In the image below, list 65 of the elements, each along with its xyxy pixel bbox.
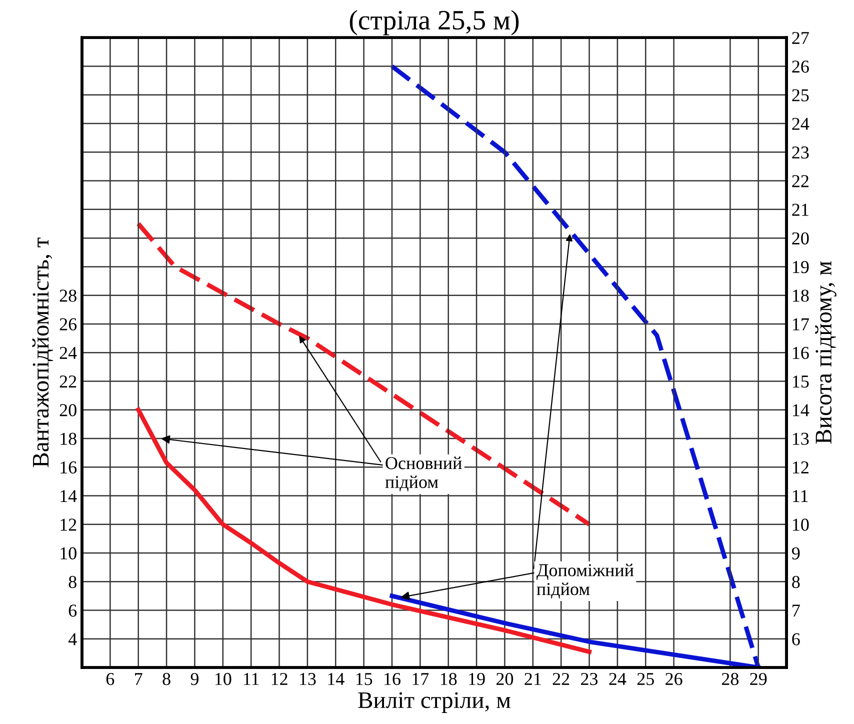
y-tick-label: 20 — [60, 404, 76, 416]
y2-tick-label: 20 — [792, 232, 809, 245]
x-tick-label: 28 — [722, 672, 739, 686]
y2-tick-label: 6 — [792, 633, 800, 646]
x-tick-label: 25 — [637, 672, 654, 686]
x-tick-label: 12 — [272, 672, 288, 685]
y2-tick-label: 27 — [792, 32, 809, 44]
y2-tick-label: 15 — [792, 376, 809, 388]
x-tick-label: 11 — [244, 673, 259, 685]
y2-tick-label: 22 — [792, 175, 808, 188]
y-tick-label: 6 — [68, 604, 77, 617]
line-series — [136, 222, 592, 527]
x-tick-label: 7 — [135, 673, 142, 685]
x-tick-label: 20 — [496, 672, 514, 686]
annotation: Допоміжний підйом — [536, 564, 634, 598]
y-tick-label: 26 — [60, 318, 77, 330]
x-tick-label: 29 — [750, 672, 767, 686]
y2-tick-label: 24 — [792, 118, 810, 130]
x-tick-label: 16 — [384, 672, 400, 686]
x-tick-label: 19 — [469, 672, 485, 686]
x-tick-label: 15 — [356, 673, 372, 686]
y2-tick-label: 19 — [792, 261, 809, 274]
y-tick-label: 22 — [60, 376, 76, 388]
y-tick-label: 24 — [60, 346, 77, 359]
y2-tick-label: 8 — [792, 576, 800, 588]
x-axis-title: Виліт стріли, м — [358, 692, 510, 713]
x-tick-label: 17 — [412, 673, 429, 685]
y-tick-label: 18 — [60, 432, 76, 445]
y2-tick-label: 10 — [792, 518, 809, 531]
y2-tick-label: 7 — [792, 604, 800, 617]
x-tick-label: 21 — [524, 672, 541, 685]
y-tick-label: 14 — [60, 490, 77, 502]
y-tick-label: 10 — [60, 547, 76, 560]
x-tick-label: 23 — [581, 672, 598, 686]
y2-tick-label: 9 — [792, 547, 800, 560]
x-tick-label: 6 — [106, 672, 114, 686]
x-tick-label: 24 — [609, 672, 626, 685]
y2-tick-label: 25 — [792, 89, 809, 102]
chart-title: (стріла 25,5 м) — [350, 10, 519, 36]
y2-tick-label: 18 — [792, 290, 809, 302]
y-axis-title: Вантажопідйомність, т — [32, 238, 54, 468]
y-tick-label: 16 — [60, 461, 77, 474]
y2-tick-label: 13 — [792, 432, 809, 445]
y2-tick-label: 14 — [792, 404, 810, 416]
y2-tick-label: 12 — [792, 461, 808, 474]
y2-tick-label: 11 — [792, 490, 808, 502]
y2-tick-label: 21 — [792, 204, 808, 216]
annotation: Основний підйом — [385, 456, 462, 492]
y2-tick-label: 23 — [792, 146, 809, 159]
x-tick-label: 14 — [328, 673, 344, 685]
x-tick-label: 9 — [190, 672, 198, 686]
x-tick-label: 13 — [300, 672, 316, 686]
x-tick-label: 18 — [440, 672, 457, 686]
y2-tick-label: 26 — [792, 60, 809, 73]
y2-tick-label: 17 — [792, 318, 809, 330]
x-tick-label: 22 — [552, 672, 570, 685]
y2-tick-label: 16 — [792, 346, 809, 360]
y-tick-label: 4 — [68, 633, 77, 646]
y-tick-label: 12 — [60, 518, 76, 531]
x-tick-label: 8 — [162, 672, 170, 686]
x-tick-label: 10 — [215, 672, 232, 686]
y-tick-label: 8 — [68, 576, 76, 588]
y2-axis-title: Висота підйому, м — [815, 261, 836, 444]
x-tick-label: 26 — [666, 672, 682, 686]
y-tick-label: 28 — [60, 290, 76, 302]
